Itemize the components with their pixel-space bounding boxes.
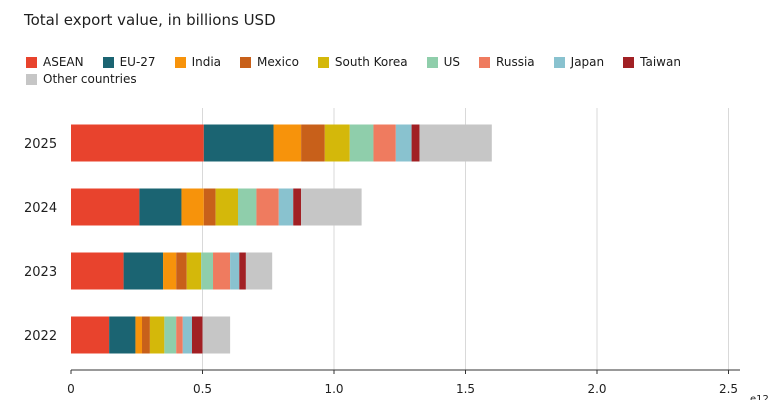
legend-item-india: India bbox=[174, 55, 222, 69]
legend-label: India bbox=[191, 55, 222, 69]
bar-segment-2024-mexico bbox=[203, 188, 216, 226]
legend-label: Japan bbox=[570, 55, 605, 69]
bar-segment-2022-asean bbox=[71, 316, 110, 354]
x-tick-label: 0 bbox=[67, 382, 75, 396]
bar-segment-2025-mexico bbox=[301, 124, 325, 162]
legend-item-eu-27: EU-27 bbox=[102, 55, 156, 69]
legend-swatch bbox=[553, 56, 565, 68]
bar-segment-2024-india bbox=[181, 188, 204, 226]
legend-swatch bbox=[26, 73, 37, 85]
legend-swatch bbox=[102, 56, 114, 68]
bar-segment-2024-russia bbox=[256, 188, 279, 226]
bar-segment-2023-india bbox=[163, 252, 177, 290]
legend-label: EU-27 bbox=[119, 55, 156, 69]
bar-segment-2025-japan bbox=[395, 124, 412, 162]
x-tick-label: 2.0 bbox=[587, 382, 606, 396]
y-tick-label: 2024 bbox=[24, 201, 57, 216]
bar-segment-2025-us bbox=[349, 124, 374, 162]
bar-segment-2024-south-korea bbox=[215, 188, 239, 226]
bar-segment-2025-asean bbox=[71, 124, 204, 162]
x-tick-label: 2.5 bbox=[719, 382, 738, 396]
bar-segment-2024-us bbox=[238, 188, 257, 226]
bar-segment-2025-taiwan bbox=[411, 124, 420, 162]
legend-item-mexico: Mexico bbox=[240, 55, 299, 69]
y-tick-label: 2022 bbox=[24, 329, 57, 344]
bar-segment-2022-taiwan bbox=[191, 316, 203, 354]
legend-item-russia: Russia bbox=[479, 55, 535, 69]
bar-segment-2023-other-countries bbox=[245, 252, 273, 290]
bar-segment-2023-asean bbox=[71, 252, 124, 290]
x-tick-label: 0.5 bbox=[193, 382, 212, 396]
legend-swatch bbox=[240, 56, 252, 68]
legend-swatch bbox=[317, 56, 329, 68]
bar-segment-2023-taiwan bbox=[239, 252, 246, 290]
bar-segment-2025-other-countries bbox=[419, 124, 492, 162]
legend-item-south-korea: South Korea bbox=[317, 55, 408, 69]
legend-label: Taiwan bbox=[640, 55, 681, 69]
bar-segment-2022-us bbox=[164, 316, 177, 354]
legend-label: Mexico bbox=[257, 55, 299, 69]
x-axis-offset-label: e12 bbox=[750, 394, 769, 400]
legend-swatch bbox=[26, 56, 37, 68]
bar-segment-2023-south-korea bbox=[186, 252, 202, 290]
legend-item-taiwan: Taiwan bbox=[623, 55, 681, 69]
legend-swatch bbox=[174, 56, 186, 68]
legend-item-us: US bbox=[426, 55, 461, 69]
legend-item-asean: ASEAN bbox=[26, 55, 84, 69]
x-tick-label: 1.5 bbox=[456, 382, 475, 396]
legend-swatch bbox=[479, 56, 491, 68]
bar-segment-2022-russia bbox=[176, 316, 183, 354]
legend-swatch bbox=[426, 56, 438, 68]
legend-item-japan: Japan bbox=[553, 55, 605, 69]
legend-label: ASEAN bbox=[43, 55, 84, 69]
bar-segment-2024-japan bbox=[278, 188, 294, 226]
legend-label: Russia bbox=[496, 55, 535, 69]
legend-swatch bbox=[623, 56, 635, 68]
legend-label: South Korea bbox=[334, 55, 408, 69]
bar-segment-2022-india bbox=[135, 316, 143, 354]
legend-label: US bbox=[443, 55, 461, 69]
bar-segment-2025-eu-27 bbox=[203, 124, 274, 162]
bar-segment-2023-russia bbox=[213, 252, 231, 290]
bar-segment-2022-other-countries bbox=[202, 316, 231, 354]
bar-segment-2022-south-korea bbox=[149, 316, 165, 354]
bar-segment-2022-eu-27 bbox=[109, 316, 136, 354]
bar-segment-2025-south-korea bbox=[324, 124, 350, 162]
bar-segment-2023-mexico bbox=[176, 252, 187, 290]
bar-segment-2022-mexico bbox=[142, 316, 150, 354]
x-tick-label: 1.0 bbox=[324, 382, 343, 396]
bar-segment-2024-eu-27 bbox=[139, 188, 182, 226]
bar-segment-2024-asean bbox=[71, 188, 140, 226]
bar-segment-2023-us bbox=[201, 252, 214, 290]
bar-segment-2022-japan bbox=[182, 316, 192, 354]
legend-label: Other countries bbox=[43, 72, 137, 86]
bar-segment-2024-other-countries bbox=[301, 188, 362, 226]
bar-segment-2025-india bbox=[273, 124, 302, 162]
bar-segment-2024-taiwan bbox=[293, 188, 302, 226]
bar-segment-2023-eu-27 bbox=[123, 252, 164, 290]
chart-legend: ASEAN EU-27 India Mexico South Korea US Russia… bbox=[26, 55, 726, 86]
y-tick-label: 2023 bbox=[24, 265, 57, 280]
bar-segment-2025-russia bbox=[373, 124, 396, 162]
y-tick-label: 2025 bbox=[24, 137, 57, 152]
chart-title: Total export value, in billions USD bbox=[24, 11, 276, 29]
legend-item-other-countries: Other countries bbox=[26, 72, 137, 86]
bar-segment-2023-japan bbox=[230, 252, 240, 290]
